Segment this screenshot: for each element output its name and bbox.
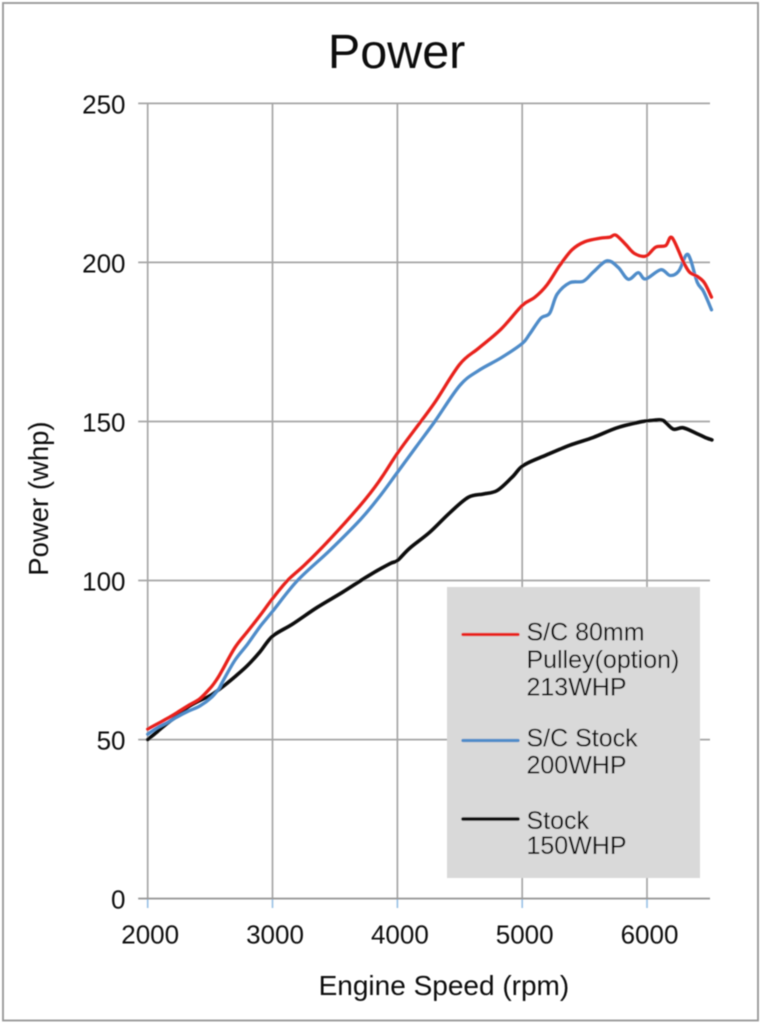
svg-text:100: 100 — [82, 567, 125, 597]
svg-text:2000: 2000 — [121, 920, 179, 950]
svg-text:S/C Stock: S/C Stock — [527, 724, 639, 752]
svg-text:4000: 4000 — [371, 920, 429, 950]
svg-text:200: 200 — [82, 249, 125, 279]
svg-text:250: 250 — [82, 90, 125, 120]
svg-text:0: 0 — [111, 885, 125, 915]
svg-text:6000: 6000 — [621, 920, 679, 950]
svg-text:Pulley(option): Pulley(option) — [527, 646, 680, 674]
svg-text:213WHP: 213WHP — [527, 673, 627, 701]
svg-text:Engine Speed (rpm): Engine Speed (rpm) — [319, 970, 570, 1001]
svg-text:150: 150 — [82, 408, 125, 438]
svg-text:3000: 3000 — [246, 920, 304, 950]
svg-text:Power (whp): Power (whp) — [23, 421, 54, 575]
svg-text:50: 50 — [97, 726, 126, 756]
svg-text:Stock: Stock — [527, 807, 590, 835]
svg-text:5000: 5000 — [496, 920, 554, 950]
svg-text:150WHP: 150WHP — [527, 832, 627, 860]
svg-text:200WHP: 200WHP — [527, 751, 627, 779]
svg-text:S/C 80mm: S/C 80mm — [527, 619, 645, 647]
svg-text:Power: Power — [328, 25, 465, 79]
